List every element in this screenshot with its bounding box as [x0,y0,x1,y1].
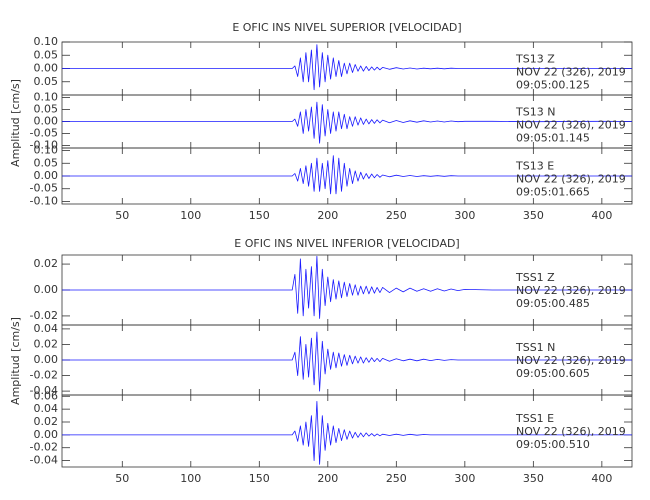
y-tick-label: 0.02 [34,415,59,428]
y-tick-label: 0.00 [34,169,59,182]
x-tick-label: 400 [591,209,612,222]
x-tick-label: 350 [523,472,544,485]
x-tick-label: 300 [454,472,475,485]
station-label: TS13 E [515,159,554,172]
y-tick-label: 0.06 [34,389,59,402]
y-tick-label: -0.05 [30,182,58,195]
y-tick-label: 0.00 [34,62,59,75]
time-label: 09:05:01.665 [516,185,590,198]
time-label: 09:05:00.510 [516,438,590,451]
y-tick-label: 0.04 [34,322,59,335]
chart-title: E OFIC INS NIVEL INFERIOR [VELOCIDAD] [234,237,459,250]
time-label: 09:05:00.125 [516,78,590,91]
station-label: TS13 N [515,105,555,118]
y-tick-label: 0.00 [34,353,59,366]
y-tick-label: -0.04 [30,454,58,467]
y-tick-label: 0.00 [34,283,59,296]
x-tick-label: 250 [386,472,407,485]
x-tick-label: 100 [180,209,201,222]
chart-title: E OFIC INS NIVEL SUPERIOR [VELOCIDAD] [232,21,461,34]
date-label: NOV 22 (326), 2019 [516,65,626,78]
x-tick-label: 200 [317,209,338,222]
y-tick-label: 0.00 [34,428,59,441]
x-tick-label: 150 [249,472,270,485]
x-tick-label: 400 [591,472,612,485]
y-axis-label: Amplitud [cm/s] [9,79,22,167]
seismic-trace [62,44,632,91]
station-label: TSS1 Z [515,271,555,284]
station-label: TS13 Z [515,52,555,65]
x-tick-label: 50 [115,472,129,485]
date-label: NOV 22 (326), 2019 [516,284,626,297]
seismic-trace [62,401,632,465]
time-label: 09:05:01.145 [516,131,590,144]
date-label: NOV 22 (326), 2019 [516,172,626,185]
y-tick-label: -0.10 [30,139,58,152]
date-label: NOV 22 (326), 2019 [516,118,626,131]
station-label: TSS1 N [515,341,555,354]
time-label: 09:05:00.485 [516,297,590,310]
y-tick-label: 0.00 [34,115,59,128]
y-tick-label: 0.02 [34,337,59,350]
seismic-trace [62,101,633,144]
y-tick-label: 0.05 [34,102,59,115]
x-tick-label: 250 [386,209,407,222]
y-axis-label: Amplitud [cm/s] [9,317,22,405]
y-tick-label: -0.04 [30,384,58,397]
x-tick-label: 200 [317,472,338,485]
time-label: 09:05:00.605 [516,367,590,380]
date-label: NOV 22 (326), 2019 [516,354,626,367]
date-label: NOV 22 (326), 2019 [516,425,626,438]
y-tick-label: 0.05 [34,48,59,61]
seismic-trace [62,331,632,392]
x-tick-label: 350 [523,209,544,222]
panel-frame [61,394,633,468]
y-tick-label: -0.10 [30,194,58,207]
y-tick-label: -0.02 [30,369,58,382]
y-tick-label: -0.05 [30,127,58,140]
y-tick-label: 0.05 [34,75,59,88]
y-tick-label: 0.04 [34,402,59,415]
x-tick-label: 100 [180,472,201,485]
y-tick-label: 0.10 [34,90,59,103]
y-tick-label: 0.05 [34,156,59,169]
y-tick-label: 0.02 [34,257,59,270]
x-tick-label: 300 [454,209,475,222]
y-tick-label: -0.02 [30,309,58,322]
station-label: TSS1 E [515,412,554,425]
y-tick-label: -0.02 [30,441,58,454]
x-tick-label: 150 [249,209,270,222]
y-tick-label: 0.10 [34,35,59,48]
y-tick-label: 0.10 [34,144,59,157]
seismic-trace [62,255,632,319]
x-tick-label: 50 [115,209,129,222]
seismic-trace [62,155,632,195]
